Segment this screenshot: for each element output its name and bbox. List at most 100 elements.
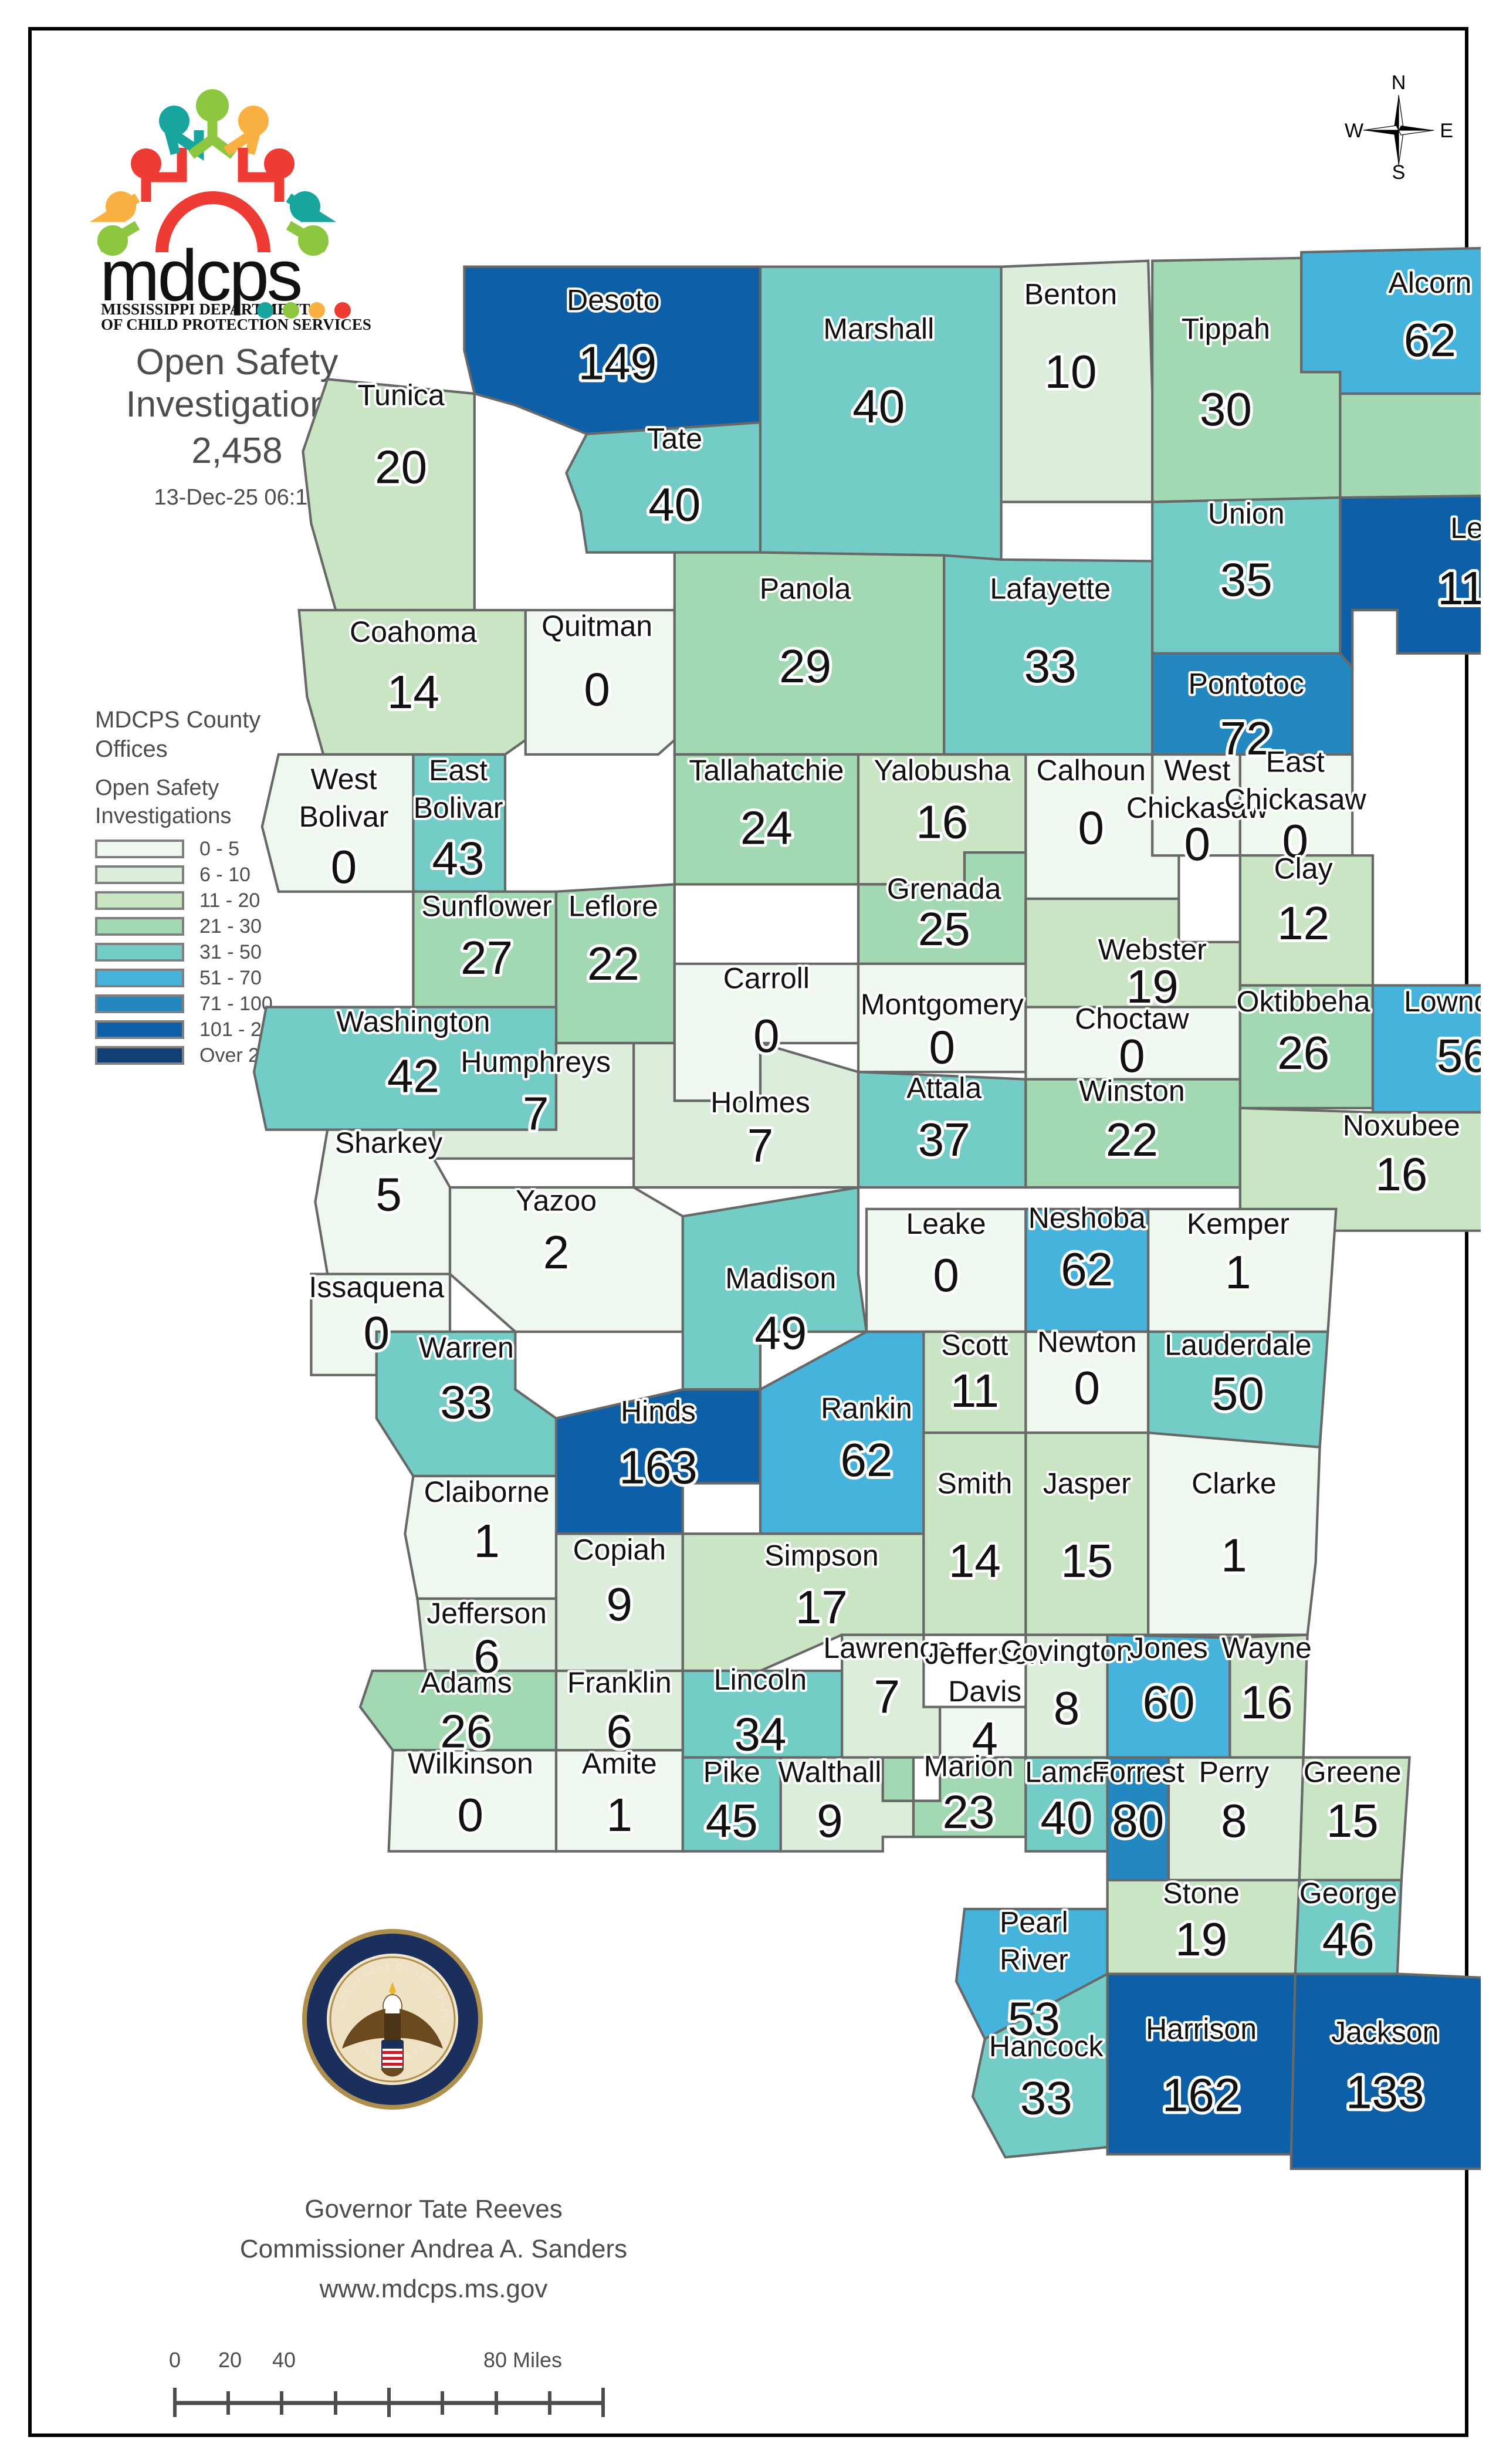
scale-tick-label: 40 [272,2348,296,2372]
county-kemper[interactable] [1147,1207,1338,1333]
page-title-line2: Investigations [126,384,348,425]
county-value-label: 23 [943,1786,995,1838]
county-name-label: Jefferson [427,1597,547,1630]
county-quitman[interactable] [524,608,676,756]
county-name-label: Claiborne [424,1475,550,1508]
county-name-label: Desoto [567,283,659,316]
county-value-label: 0 [458,1789,484,1841]
county-value-label: 22 [1106,1113,1158,1166]
county-value-label: 16 [916,796,968,848]
county-clarke[interactable] [1147,1431,1321,1636]
county-value-label: 14 [387,666,439,718]
scale-tick-label: 80 Miles [483,2348,563,2372]
county-value-label: 7 [523,1088,549,1140]
county-name-label: Grenada [887,872,1001,905]
county-value-label: 33 [440,1376,492,1429]
county-name-label: Smith [937,1467,1012,1500]
county-name-label: Kemper [1187,1207,1289,1240]
compass-rose: N E S W [1340,72,1457,184]
county-name-label: Holmes [710,1086,810,1119]
legend-swatch [95,1020,184,1039]
county-coahoma[interactable] [297,608,527,756]
county-value-label: 40 [852,380,905,432]
county-name-label: Washington [336,1005,490,1038]
county-name-label: West [1164,754,1230,787]
county-value-label: 149 [578,337,656,389]
county-value-label: 62 [841,1434,893,1486]
legend-swatch [95,840,184,858]
legend-item: 0 - 5 [95,836,365,862]
county-value-label: 0 [1074,1362,1101,1414]
county-value-label: 8 [1221,1795,1247,1847]
compass-west-label: W [1345,120,1363,142]
county-value-label: 6 [473,1630,500,1683]
county-value-label: 8 [1054,1682,1080,1734]
county-madison[interactable] [681,1186,868,1391]
legend-subheading-line2: Investigations [95,803,232,828]
county-value-label: 7 [747,1119,774,1172]
compass-star-icon [1363,94,1434,166]
county-tunica[interactable] [302,378,476,612]
county-smith[interactable] [922,1431,1027,1636]
county-value-label: 72 [1220,712,1272,764]
county-name-label: Neshoba [1028,1201,1146,1234]
footer: Governor Tate Reeves Commissioner Andrea… [137,2189,730,2310]
county-value-label: 43 [432,832,485,885]
legend-label: 21 - 30 [199,915,262,937]
county-value-label: 163 [619,1441,697,1493]
legend-item: 21 - 30 [95,913,365,939]
county-value-label: 35 [1220,553,1272,605]
county-name-label: Lawrence [823,1632,950,1664]
legend-item: 101 - 200 [95,1017,365,1043]
county-value-label: 115 [1437,562,1481,614]
county-value-label: 26 [1277,1027,1329,1079]
scale-bar-graphic [173,2388,605,2417]
compass-south-label: S [1392,161,1406,183]
legend-label: 0 - 5 [199,837,240,860]
legend-label: 31 - 50 [199,940,262,963]
county-name-label: Davis [948,1675,1021,1708]
county-name-label: Carroll [723,962,810,995]
county-value-label: 9 [817,1795,843,1847]
county-lamar[interactable] [1024,1756,1109,1853]
county-name-label: Sharkey [335,1126,442,1159]
county-name-label: Oktibbeha [1237,985,1370,1018]
legend-heading-line1: MDCPS County [95,707,261,733]
county-value-label: 0 [1282,815,1309,867]
page-title-line1: Open Safety [136,342,339,383]
footer-website: www.mdcps.ms.gov [319,2275,548,2304]
county-value-label: 0 [753,1010,780,1062]
county-value-label: 53 [1008,1992,1060,2045]
county-west-bolivar[interactable] [260,753,415,893]
county-name-label: Pontotoc [1189,668,1304,700]
county-holmes[interactable] [632,1041,860,1189]
legend-swatch [95,865,184,884]
county-value-label: 19 [1175,1913,1227,1965]
county-jackson[interactable] [1289,1972,1481,2170]
county-name-label: Lowndes [1404,985,1481,1018]
county-value-label: 2 [543,1226,570,1278]
county-lee[interactable] [1339,495,1481,672]
county-name-label: Madison [725,1262,836,1295]
county-harrison[interactable] [1106,1972,1297,2156]
county-name-label: Attala [906,1071,981,1104]
legend-label: 11 - 20 [199,889,260,912]
county-value-label: 56 [1437,1030,1481,1082]
county-value-label: 40 [648,478,700,530]
legend-item: 71 - 100 [95,991,365,1017]
county-jasper[interactable] [1024,1431,1150,1636]
county-name-label: Yazoo [516,1184,597,1217]
county-value-label: 4 [972,1712,999,1765]
county-value-label: 37 [918,1113,970,1166]
county-name-label: Lauderdale [1165,1328,1311,1361]
logo-dots [257,302,351,319]
county-oktibbeha[interactable] [1238,984,1375,1109]
logo-wordmark: mdcps [100,236,301,316]
legend-swatch [95,969,184,987]
legend-subheading-line1: Open Safety [95,776,219,800]
mississippi-choropleth-map[interactable]: Desoto 149 Tate 40 Marshall 40 Benton 10 Tippah 3… [120,142,1481,2184]
county-name-label: George [1299,1877,1397,1910]
county-value-label: 29 [779,640,831,692]
county-value-label: 62 [1061,1243,1113,1295]
county-name-label: Calhoun [1037,754,1146,787]
